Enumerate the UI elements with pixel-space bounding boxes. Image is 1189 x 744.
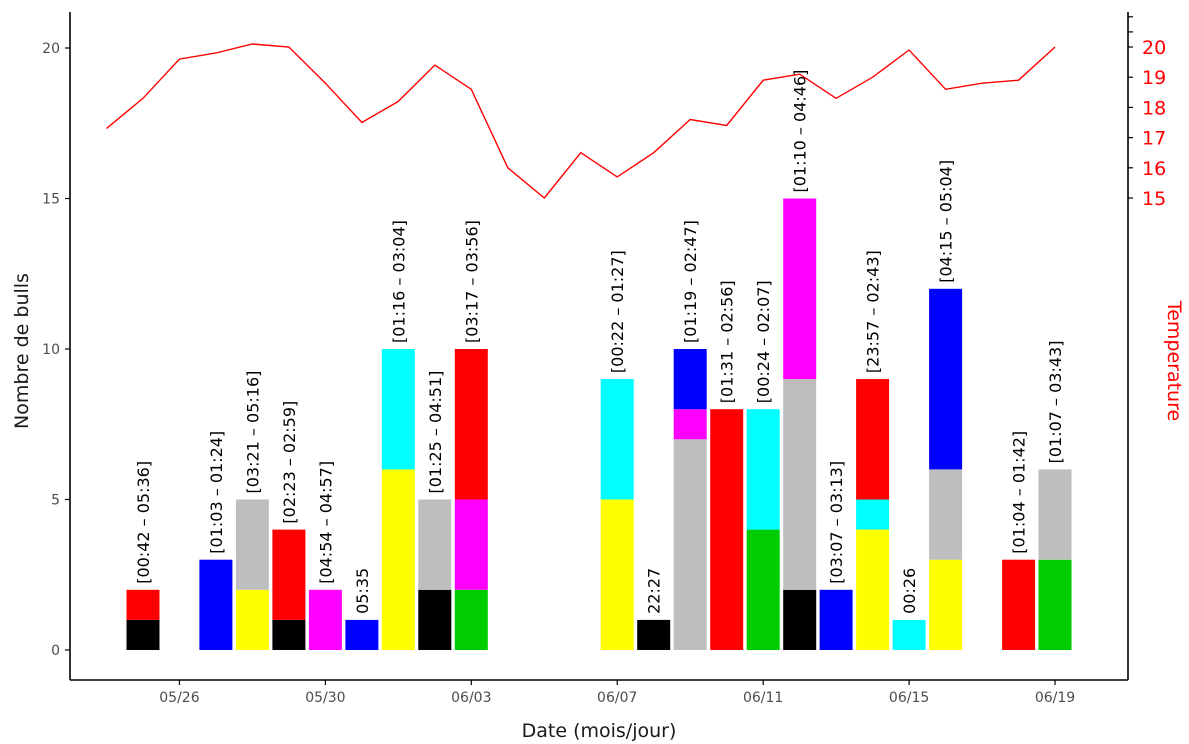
bar-segment-06-14-2 <box>856 379 890 500</box>
bar-segment-05-31-0 <box>345 619 379 650</box>
bar-segment-06-09-2 <box>673 349 707 410</box>
x-tick-label-05-30: 05/30 <box>305 690 345 706</box>
bar-segment-06-01-0 <box>381 469 415 650</box>
bar-segment-06-08-0 <box>637 619 671 650</box>
ticks-layer: 0 5 10 15 20 05/26 05/30 06/03 06/07 06/11 06/15 06… <box>42 16 1166 706</box>
y-tick-label-20: 20 <box>42 41 60 57</box>
y2-tick-label-20: 20 <box>1142 37 1166 59</box>
bar-labels-layer: [00:42 – 05:36] [01:03 – 01:24] [03:21 – 0… <box>134 70 1065 614</box>
y2-axis-title: Temperature <box>1163 300 1185 421</box>
bar-segment-06-01-1 <box>381 349 415 470</box>
bar-segment-06-11-0 <box>746 529 780 650</box>
bar-label-06-07: [00:22 – 01:27] <box>608 250 627 373</box>
bar-segment-05-25-0 <box>126 619 160 650</box>
bar-segment-06-07-0 <box>600 499 634 650</box>
y-axis-title: Nombre de bulls <box>11 273 33 429</box>
bar-label-06-10: [01:31 – 02:56] <box>718 280 737 403</box>
bar-segment-05-28-1 <box>235 499 269 590</box>
bar-segment-06-12-2 <box>783 198 817 380</box>
bar-label-06-02: [01:25 – 04:51] <box>426 371 445 494</box>
bar-segment-05-30-0 <box>308 589 342 650</box>
bar-segment-05-29-1 <box>272 529 306 620</box>
bar-segment-06-13-0 <box>819 589 853 650</box>
x-tick-label-06-19: 06/19 <box>1035 690 1075 706</box>
bar-label-06-12: [01:10 – 04:46] <box>791 70 810 193</box>
bar-segment-06-12-0 <box>783 589 817 650</box>
bar-label-05-27: [01:03 – 01:24] <box>207 431 226 554</box>
y-tick-label-10: 10 <box>42 342 60 358</box>
bar-segment-05-25-1 <box>126 589 160 620</box>
bar-segment-06-16-2 <box>929 288 963 470</box>
bar-segment-06-03-1 <box>454 499 488 590</box>
x-tick-label-05-26: 05/26 <box>159 690 199 706</box>
bar-label-06-13: [03:07 – 03:13] <box>827 461 846 584</box>
temperature-line <box>106 43 1056 199</box>
y-tick-label-5: 5 <box>51 493 60 509</box>
bar-segment-06-15-0 <box>892 619 926 650</box>
bar-segment-06-10-0 <box>710 409 744 650</box>
bar-label-06-08: 22:27 <box>645 568 664 614</box>
x-axis-title: Date (mois/jour) <box>522 720 677 742</box>
bar-label-06-01: [01:16 – 03:04] <box>389 220 408 343</box>
x-tick-label-06-15: 06/15 <box>889 690 929 706</box>
bar-label-05-31: 05:35 <box>353 568 372 614</box>
bar-label-05-30: [04:54 – 04:57] <box>316 461 335 584</box>
bar-segment-06-07-1 <box>600 379 634 500</box>
bar-segment-06-09-0 <box>673 439 707 650</box>
bar-segment-05-27-0 <box>199 559 233 650</box>
bar-label-06-19: [01:07 – 03:43] <box>1046 341 1065 464</box>
axes-layer <box>69 12 1129 681</box>
x-tick-label-06-07: 06/07 <box>597 690 637 706</box>
bar-label-05-28: [03:21 – 05:16] <box>243 371 262 494</box>
y2-tick-label-17: 17 <box>1142 128 1166 150</box>
bar-label-06-15: 00:26 <box>900 568 919 614</box>
bar-segment-06-11-1 <box>746 409 780 530</box>
y2-tick-label-18: 18 <box>1142 97 1166 119</box>
x-tick-label-06-03: 06/03 <box>451 690 491 706</box>
y-tick-label-15: 15 <box>42 192 60 208</box>
bars-layer <box>126 198 1072 650</box>
y2-tick-label-19: 19 <box>1142 67 1166 89</box>
bar-segment-06-12-1 <box>783 379 817 590</box>
bar-segment-05-28-0 <box>235 589 269 650</box>
bar-label-06-03: [03:17 – 03:56] <box>462 220 481 343</box>
bar-segment-06-19-0 <box>1038 559 1072 650</box>
y2-tick-label-15: 15 <box>1142 188 1166 210</box>
bar-label-05-25: [00:42 – 05:36] <box>134 461 153 584</box>
bar-label-06-14: [23:57 – 02:43] <box>864 250 883 373</box>
y2-tick-label-16: 16 <box>1142 158 1166 180</box>
bar-segment-06-02-1 <box>418 499 452 590</box>
bar-label-06-16: [04:15 – 05:04] <box>937 160 956 283</box>
bar-segment-06-19-1 <box>1038 469 1072 560</box>
bar-segment-06-16-1 <box>929 469 963 560</box>
bar-segment-06-03-0 <box>454 589 488 650</box>
x-tick-label-06-11: 06/11 <box>743 690 783 706</box>
bar-label-06-11: [00:24 – 02:07] <box>754 280 773 403</box>
y-tick-label-0: 0 <box>51 643 60 659</box>
bar-label-06-09: [01:19 – 02:47] <box>681 220 700 343</box>
bar-segment-06-18-0 <box>1002 559 1036 650</box>
bar-segment-06-16-0 <box>929 559 963 650</box>
bar-segment-06-09-1 <box>673 409 707 440</box>
bar-segment-06-03-2 <box>454 349 488 500</box>
bar-label-05-29: [02:23 – 02:59] <box>280 401 299 524</box>
bar-segment-06-14-1 <box>856 499 890 530</box>
bar-label-06-18: [01:04 – 01:42] <box>1010 431 1029 554</box>
bar-segment-06-02-0 <box>418 589 452 650</box>
bar-segment-06-14-0 <box>856 529 890 650</box>
bar-segment-05-29-0 <box>272 619 306 650</box>
